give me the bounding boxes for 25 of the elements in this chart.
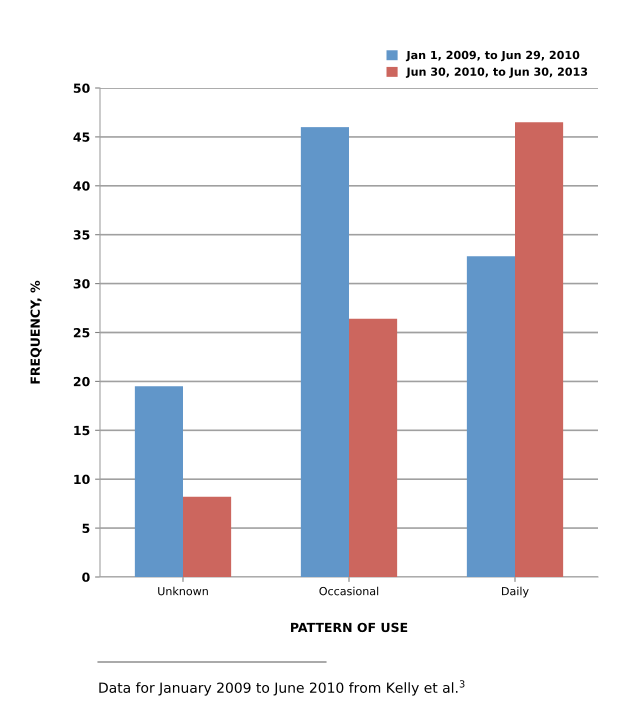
y-tick-label: 30 xyxy=(74,279,90,289)
legend-label: Jun 30, 2010, to Jun 30, 2013 xyxy=(406,67,588,78)
x-axis-title: PATTERN OF USE xyxy=(291,622,408,632)
y-tick-label: 20 xyxy=(74,376,90,386)
bar xyxy=(466,256,515,577)
y-tick-label: 50 xyxy=(74,83,90,93)
y-tick-label: 10 xyxy=(74,474,90,484)
y-tick-label: 45 xyxy=(73,132,90,142)
y-tick-label: 40 xyxy=(73,181,90,191)
x-tick-label: Occasional xyxy=(319,586,378,596)
x-tick-label: Daily xyxy=(502,586,529,598)
bar xyxy=(183,496,232,577)
text: Data for January 2009 to June 2010 from Kelly et al.$^{3}$ xyxy=(99,680,464,696)
bar xyxy=(349,318,398,577)
bar xyxy=(134,386,183,577)
y-tick-label: 15 xyxy=(74,426,90,436)
y-tick-label: 25 xyxy=(74,328,90,338)
x-tick-label: Unknown xyxy=(158,586,208,596)
bar xyxy=(515,122,564,577)
y-axis-title: FREQUENCY, % xyxy=(30,280,42,384)
y-tick-label: 5 xyxy=(82,524,90,534)
legend-label: Jan 1, 2009, to Jun 29, 2010 xyxy=(406,50,580,62)
y-tick-label: 0 xyxy=(82,572,90,582)
bar xyxy=(300,127,349,577)
y-tick-label: 35 xyxy=(74,230,90,240)
